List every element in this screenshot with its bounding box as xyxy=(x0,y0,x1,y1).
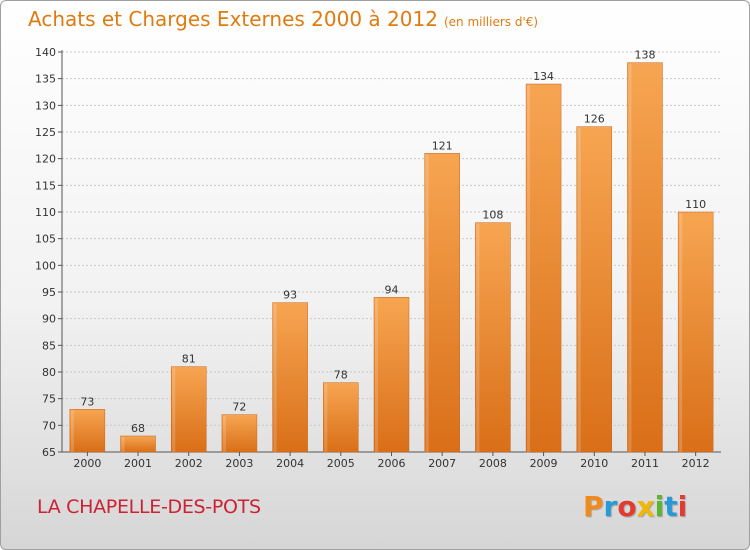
y-tick-label-115: 115 xyxy=(35,179,56,192)
bar-2009 xyxy=(525,83,562,453)
x-tick-label-2006: 2006 xyxy=(378,457,406,470)
bar-highlight-2002 xyxy=(172,367,176,452)
y-tick-label-90: 90 xyxy=(42,313,56,326)
bar-2011 xyxy=(627,62,663,453)
bar-highlight-2004 xyxy=(273,303,277,452)
y-tick-label-105: 105 xyxy=(35,233,56,246)
x-tick-label-2010: 2010 xyxy=(580,457,608,470)
logo-letter: t xyxy=(664,490,678,523)
x-tick-label-2005: 2005 xyxy=(327,457,355,470)
y-tick-label-80: 80 xyxy=(42,366,56,379)
bar-2004 xyxy=(272,302,308,453)
data-label-2011: 138 xyxy=(634,49,655,62)
x-tick-label-2000: 2000 xyxy=(73,457,101,470)
y-tick-label-70: 70 xyxy=(42,419,56,432)
y-tick-label-100: 100 xyxy=(35,259,56,272)
location-name: LA CHAPELLE-DES-POTS xyxy=(37,496,261,518)
data-label-2006: 94 xyxy=(385,283,399,296)
y-tick-label-65: 65 xyxy=(42,446,56,459)
y-tick-label-85: 85 xyxy=(42,339,56,352)
bar-2002 xyxy=(170,366,207,453)
data-label-2012: 110 xyxy=(685,198,706,211)
x-tick-label-2009: 2009 xyxy=(530,457,558,470)
bar-highlight-2010 xyxy=(577,127,581,453)
data-label-2007: 121 xyxy=(432,139,453,152)
x-tick-label-2004: 2004 xyxy=(276,457,304,470)
bar-2008 xyxy=(475,222,511,453)
bar-highlight-2005 xyxy=(324,383,328,452)
bar-highlight-2003 xyxy=(222,415,226,452)
x-tick-label-2001: 2001 xyxy=(124,457,152,470)
bar-highlight-2009 xyxy=(527,85,531,452)
x-tick-label-2012: 2012 xyxy=(682,457,710,470)
x-tick-label-2007: 2007 xyxy=(428,457,456,470)
data-label-2004: 93 xyxy=(283,289,297,302)
data-label-2005: 78 xyxy=(334,369,348,382)
y-tick-label-135: 135 xyxy=(35,73,56,86)
data-label-2000: 73 xyxy=(80,395,94,408)
y-tick-label-125: 125 xyxy=(35,126,56,139)
data-label-2008: 108 xyxy=(482,209,503,222)
logo-letter: o xyxy=(617,490,637,523)
proxiti-logo: Proxiti xyxy=(583,490,687,523)
logo-letter: P xyxy=(583,490,604,523)
y-tick-label-140: 140 xyxy=(35,46,56,59)
y-tick-label-120: 120 xyxy=(35,153,56,166)
bar-2001 xyxy=(120,435,156,453)
bar-2005 xyxy=(323,382,359,453)
bar-2012 xyxy=(677,211,714,453)
data-label-2010: 126 xyxy=(584,113,605,126)
y-tick-label-110: 110 xyxy=(35,206,56,219)
y-tick-label-75: 75 xyxy=(42,393,56,406)
bar-2000 xyxy=(69,409,106,453)
bar-highlight-2007 xyxy=(425,154,429,453)
bar-highlight-2011 xyxy=(628,63,632,453)
bar-2003 xyxy=(221,414,258,453)
bar-highlight-2012 xyxy=(679,213,683,452)
bar-highlight-2008 xyxy=(476,223,480,452)
data-label-2003: 72 xyxy=(232,401,246,414)
bar-2007 xyxy=(424,153,460,453)
data-label-2001: 68 xyxy=(131,422,145,435)
bar-2006 xyxy=(373,297,410,453)
bar-highlight-2000 xyxy=(70,410,74,452)
logo-letter: r xyxy=(603,490,618,523)
bar-highlight-2001 xyxy=(121,437,125,452)
y-tick-label-130: 130 xyxy=(35,99,56,112)
x-tick-label-2002: 2002 xyxy=(175,457,203,470)
bar-highlight-2006 xyxy=(375,298,378,452)
chart-title-text: Achats et Charges Externes 2000 à 2012 xyxy=(28,7,438,31)
data-label-2002: 81 xyxy=(182,353,196,366)
y-tick-label-95: 95 xyxy=(42,286,56,299)
bar-2010 xyxy=(576,126,613,453)
logo-letter: x xyxy=(636,490,655,523)
chart-title: Achats et Charges Externes 2000 à 2012 (e… xyxy=(28,7,538,31)
x-tick-label-2011: 2011 xyxy=(631,457,659,470)
chart-subtitle: (en milliers d'€) xyxy=(443,15,539,29)
logo-letter: i xyxy=(654,490,665,523)
logo-letter: i xyxy=(677,490,688,523)
x-tick-label-2008: 2008 xyxy=(479,457,507,470)
x-tick-label-2003: 2003 xyxy=(225,457,253,470)
data-label-2009: 134 xyxy=(533,70,554,83)
